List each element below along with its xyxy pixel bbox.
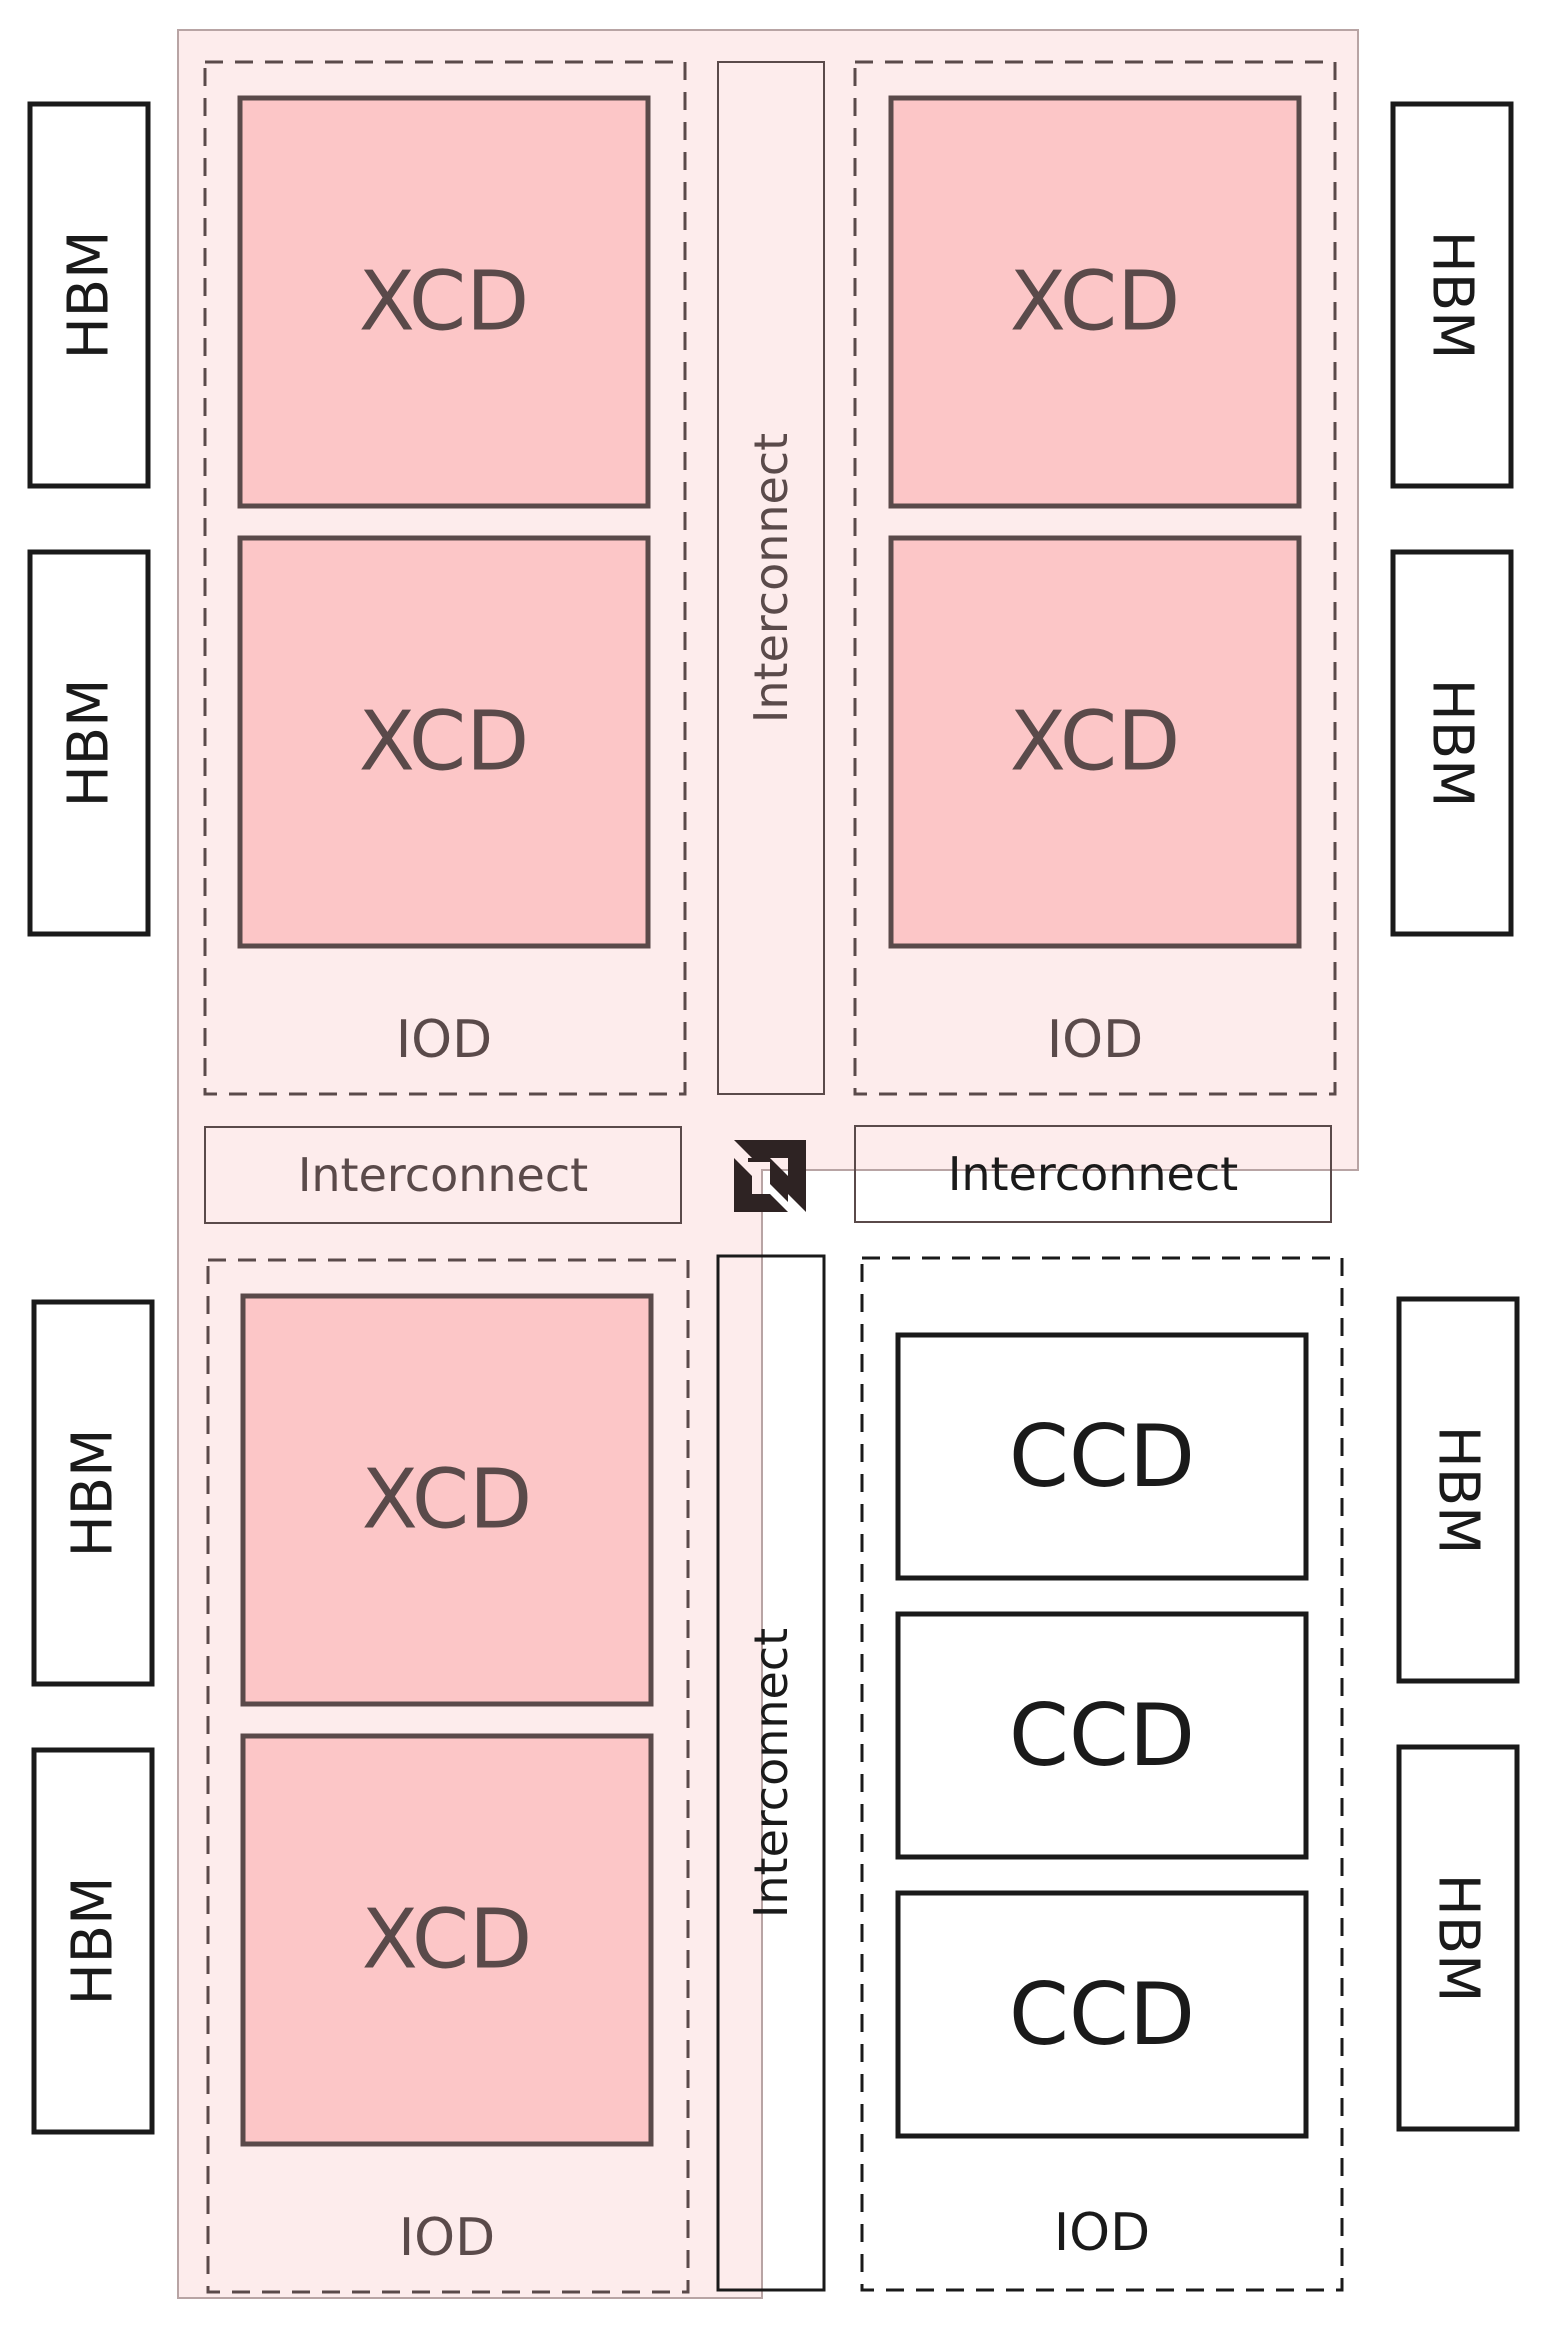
xcd-top-left-2 bbox=[237, 535, 651, 949]
iod-bottom-left-boundary bbox=[206, 1258, 690, 2294]
xcd-label: XCD bbox=[1010, 695, 1181, 790]
xcd-bottom-left-2 bbox=[240, 1733, 654, 2147]
xcd-top-right-1 bbox=[888, 95, 1302, 509]
hbm-stack-right-3 bbox=[1396, 1296, 1520, 1684]
iod-top-right-boundary bbox=[853, 60, 1337, 1096]
interconnect-vertical-bottom bbox=[716, 1254, 826, 2292]
hbm-label: HBM bbox=[1426, 1874, 1491, 2003]
hbm-stack-right-4 bbox=[1396, 1744, 1520, 2132]
interconnect-horizontal-right bbox=[854, 1125, 1332, 1223]
hbm-stack-left-1 bbox=[27, 101, 151, 489]
xcd-top-right-2 bbox=[888, 535, 1302, 949]
interconnect-label: Interconnect bbox=[744, 1628, 798, 1918]
ccd-label: CCD bbox=[1009, 1686, 1195, 1786]
hbm-label: HBM bbox=[57, 231, 122, 360]
iod-label: IOD bbox=[1047, 1010, 1143, 1070]
xcd-label: XCD bbox=[362, 1893, 533, 1988]
hbm-stack-right-2 bbox=[1390, 549, 1514, 937]
xcd-label: XCD bbox=[362, 1453, 533, 1548]
iod-top-left-boundary bbox=[203, 60, 687, 1096]
interconnect-label: Interconnect bbox=[744, 433, 798, 723]
interconnect-label: Interconnect bbox=[948, 1147, 1238, 1201]
xcd-bottom-left-1 bbox=[240, 1293, 654, 1707]
ccd-label: CCD bbox=[1009, 1965, 1195, 2065]
hbm-label: HBM bbox=[1420, 231, 1485, 360]
interconnect-horizontal-left bbox=[204, 1126, 682, 1224]
interconnect-vertical-top bbox=[717, 61, 825, 1095]
xcd-top-left-1 bbox=[237, 95, 651, 509]
iod-label: IOD bbox=[399, 2208, 495, 2268]
hbm-label: HBM bbox=[1426, 1426, 1491, 1555]
ccd-2 bbox=[895, 1611, 1309, 1860]
hbm-label: HBM bbox=[61, 1877, 126, 2006]
iod-label: IOD bbox=[1054, 2203, 1150, 2263]
hbm-label: HBM bbox=[57, 679, 122, 808]
hbm-stack-left-4 bbox=[31, 1747, 155, 2135]
hbm-stack-left-3 bbox=[31, 1299, 155, 1687]
xcd-label: XCD bbox=[1010, 255, 1181, 350]
xcd-label: XCD bbox=[359, 695, 530, 790]
hbm-stack-right-1 bbox=[1390, 101, 1514, 489]
amd-logo-icon bbox=[734, 1140, 806, 1212]
xcd-label: XCD bbox=[359, 255, 530, 350]
interconnect-label: Interconnect bbox=[298, 1148, 588, 1202]
ccd-label: CCD bbox=[1009, 1407, 1195, 1507]
ccd-3 bbox=[895, 1890, 1309, 2139]
hbm-stack-left-2 bbox=[27, 549, 151, 937]
hbm-label: HBM bbox=[1420, 679, 1485, 808]
ccd-1 bbox=[895, 1332, 1309, 1581]
hbm-label: HBM bbox=[61, 1429, 126, 1558]
iod-label: IOD bbox=[396, 1010, 492, 1070]
iod-bottom-right-boundary bbox=[860, 1256, 1344, 2292]
